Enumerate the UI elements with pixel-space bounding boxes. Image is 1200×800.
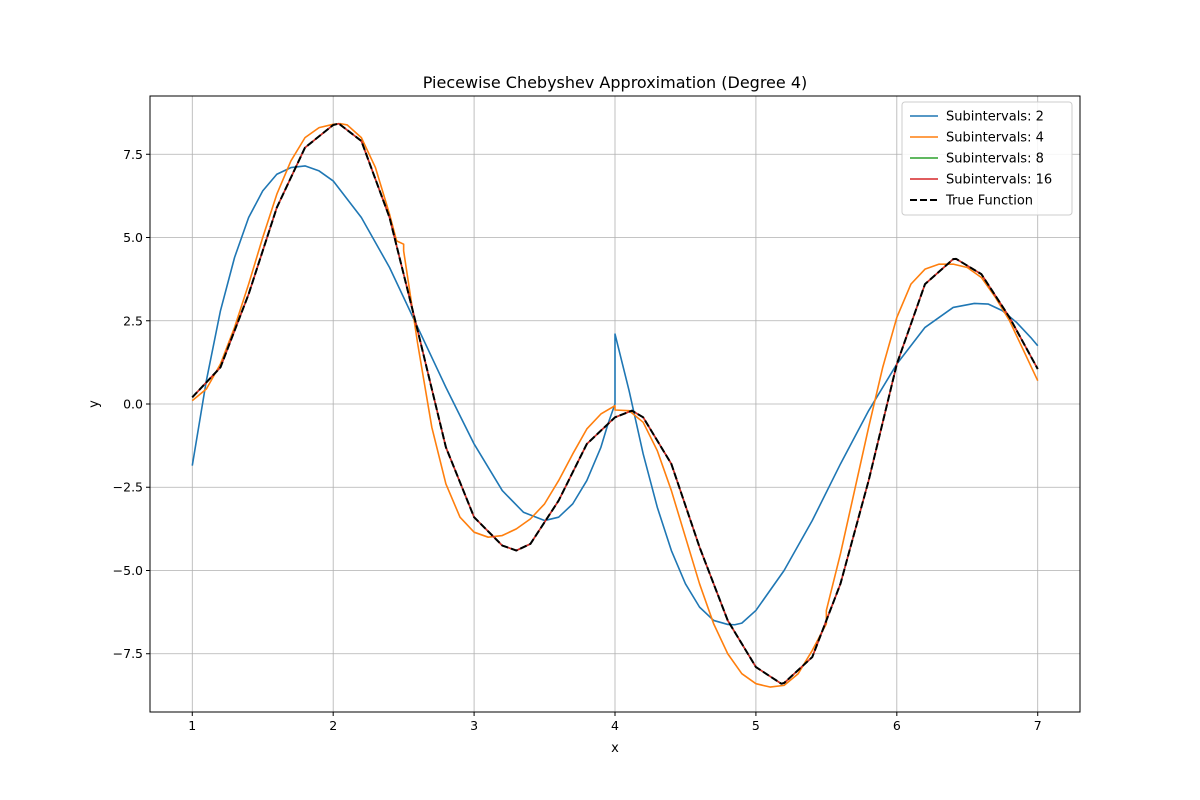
chart-title: Piecewise Chebyshev Approximation (Degre… (423, 73, 807, 92)
legend-label: Subintervals: 8 (946, 152, 1044, 167)
y-tick-label: −7.5 (113, 646, 143, 661)
series-layer (191, 122, 1039, 688)
legend-label: True Function (945, 194, 1033, 209)
x-tick-label: 2 (329, 718, 337, 733)
y-axis-label: y (87, 400, 102, 408)
y-tick-label: 7.5 (123, 147, 143, 162)
y-tick-label: 2.5 (123, 313, 143, 328)
x-tick-label: 6 (893, 718, 901, 733)
y-tick-label: −2.5 (113, 480, 143, 495)
y-tick-label: 0.0 (123, 397, 143, 412)
x-axis-label: x (611, 741, 619, 756)
x-tick-label: 7 (1034, 718, 1042, 733)
x-tick-label: 4 (611, 718, 619, 733)
legend-label: Subintervals: 2 (946, 110, 1044, 125)
x-tick-label: 1 (188, 718, 196, 733)
x-tick-label: 3 (470, 718, 478, 733)
tick-layer: 1 2 3 4 5 6 7 −7.5 −5.0 −2.5 0.0 2.5 5.0 7.5 (113, 147, 1042, 733)
series-line-0 (191, 165, 1039, 626)
legend-label: Subintervals: 4 (946, 131, 1044, 146)
x-tick-label: 5 (752, 718, 760, 733)
legend: Subintervals: 2 Subintervals: 4 Subinterva… (901, 101, 1073, 216)
legend-label: Subintervals: 16 (946, 173, 1052, 188)
legend-box (901, 101, 1073, 216)
y-tick-label: 5.0 (123, 230, 143, 245)
y-tick-label: −5.0 (113, 563, 143, 578)
series-line-4 (191, 122, 1039, 685)
